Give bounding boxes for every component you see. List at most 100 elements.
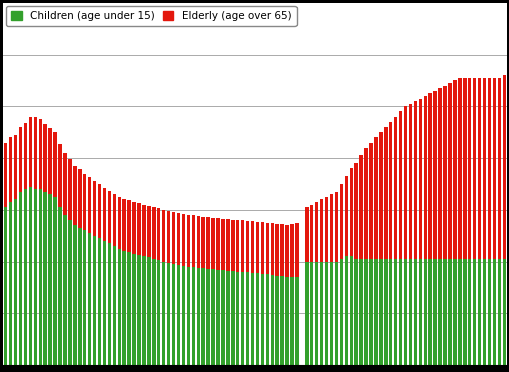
Bar (177, 264, 180, 365)
Bar (240, 272, 244, 365)
Bar (196, 216, 200, 268)
Bar (231, 219, 234, 272)
Bar (73, 166, 76, 225)
Bar (270, 223, 273, 275)
Bar (428, 93, 431, 259)
Bar (334, 192, 337, 262)
Bar (275, 276, 278, 365)
Bar (374, 137, 377, 259)
Bar (403, 259, 407, 365)
Bar (216, 218, 219, 270)
Bar (68, 220, 71, 365)
Bar (34, 117, 37, 189)
Bar (127, 201, 131, 252)
Bar (19, 127, 22, 192)
Bar (383, 259, 387, 365)
Bar (181, 214, 185, 266)
Bar (88, 177, 91, 233)
Bar (206, 217, 209, 269)
Bar (177, 213, 180, 264)
Bar (344, 176, 347, 256)
Bar (78, 228, 81, 365)
Bar (501, 259, 505, 365)
Bar (137, 203, 140, 255)
Bar (93, 236, 96, 365)
Bar (329, 194, 332, 262)
Bar (433, 259, 436, 365)
Bar (482, 78, 485, 259)
Bar (453, 259, 456, 365)
Bar (53, 132, 56, 197)
Bar (442, 86, 446, 259)
Bar (112, 246, 116, 365)
Bar (255, 222, 259, 273)
Bar (457, 78, 461, 259)
Bar (73, 225, 76, 365)
Bar (290, 277, 293, 365)
Bar (225, 271, 229, 365)
Bar (393, 117, 397, 259)
Bar (172, 212, 175, 264)
Bar (83, 231, 86, 365)
Bar (93, 181, 96, 236)
Bar (147, 257, 150, 365)
Bar (403, 106, 407, 259)
Bar (280, 224, 284, 276)
Bar (408, 259, 411, 365)
Bar (295, 223, 298, 277)
Bar (117, 248, 121, 365)
Bar (442, 259, 446, 365)
Bar (315, 202, 318, 262)
Bar (102, 187, 106, 241)
Bar (216, 270, 219, 365)
Bar (275, 224, 278, 276)
Bar (166, 263, 170, 365)
Bar (329, 262, 332, 365)
Bar (462, 259, 466, 365)
Bar (14, 199, 17, 365)
Bar (34, 189, 37, 365)
Bar (107, 190, 111, 243)
Bar (48, 128, 52, 194)
Bar (457, 259, 461, 365)
Bar (255, 273, 259, 365)
Bar (88, 233, 91, 365)
Bar (211, 269, 214, 365)
Bar (24, 123, 27, 189)
Bar (122, 251, 126, 365)
Bar (363, 148, 367, 259)
Bar (63, 215, 67, 365)
Bar (467, 259, 470, 365)
Bar (240, 220, 244, 272)
Bar (14, 135, 17, 199)
Bar (418, 259, 421, 365)
Bar (39, 189, 42, 365)
Bar (152, 207, 155, 259)
Bar (98, 185, 101, 238)
Bar (152, 259, 155, 365)
Bar (4, 207, 8, 365)
Bar (137, 255, 140, 365)
Bar (231, 272, 234, 365)
Bar (339, 184, 343, 259)
Bar (265, 275, 269, 365)
Bar (497, 259, 500, 365)
Bar (186, 267, 190, 365)
Bar (304, 207, 308, 262)
Bar (102, 241, 106, 365)
Bar (201, 268, 205, 365)
Bar (280, 276, 284, 365)
Bar (166, 211, 170, 263)
Bar (9, 202, 12, 365)
Bar (270, 275, 273, 365)
Bar (447, 83, 451, 259)
Bar (196, 268, 200, 365)
Bar (359, 259, 362, 365)
Bar (319, 262, 323, 365)
Bar (349, 169, 352, 256)
Bar (438, 259, 441, 365)
Bar (309, 205, 313, 262)
Bar (383, 127, 387, 259)
Bar (142, 205, 146, 256)
Bar (63, 153, 67, 215)
